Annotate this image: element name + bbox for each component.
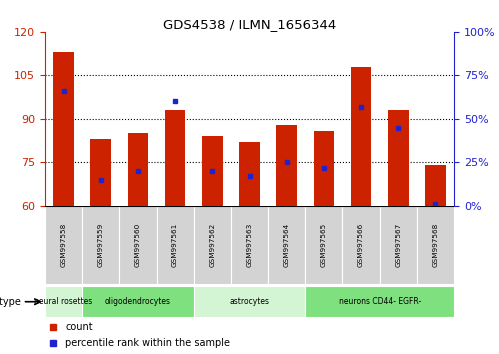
Bar — [276, 125, 297, 206]
Bar — [305, 206, 342, 284]
Text: percentile rank within the sample: percentile rank within the sample — [65, 338, 231, 348]
Bar — [268, 206, 305, 284]
Bar — [351, 67, 371, 206]
Text: GSM997559: GSM997559 — [98, 223, 104, 267]
Bar — [202, 136, 223, 206]
Text: neural rosettes: neural rosettes — [34, 297, 93, 306]
Bar — [90, 139, 111, 206]
Text: GSM997558: GSM997558 — [60, 223, 66, 267]
Bar — [417, 206, 454, 284]
Bar — [157, 206, 194, 284]
Text: GSM997568: GSM997568 — [433, 223, 439, 267]
Text: GSM997564: GSM997564 — [284, 223, 290, 267]
Text: GSM997560: GSM997560 — [135, 223, 141, 267]
Text: cell type: cell type — [0, 297, 21, 307]
Bar — [194, 206, 231, 284]
Text: astrocytes: astrocytes — [230, 297, 269, 306]
Bar — [45, 286, 82, 318]
Text: count: count — [65, 322, 93, 332]
Bar — [165, 110, 185, 206]
Text: GSM997567: GSM997567 — [395, 223, 401, 267]
Title: GDS4538 / ILMN_1656344: GDS4538 / ILMN_1656344 — [163, 18, 336, 31]
Bar — [231, 206, 268, 284]
Bar — [388, 110, 409, 206]
Bar — [314, 131, 334, 206]
Bar — [342, 206, 380, 284]
Bar — [240, 142, 259, 206]
Bar — [305, 286, 454, 318]
Text: GSM997565: GSM997565 — [321, 223, 327, 267]
Bar — [194, 286, 305, 318]
Text: oligodendrocytes: oligodendrocytes — [105, 297, 171, 306]
Bar — [425, 165, 446, 206]
Bar — [82, 206, 119, 284]
Bar — [128, 133, 148, 206]
Bar — [82, 286, 194, 318]
Text: GSM997562: GSM997562 — [209, 223, 215, 267]
Text: neurons CD44- EGFR-: neurons CD44- EGFR- — [338, 297, 421, 306]
Text: GSM997566: GSM997566 — [358, 223, 364, 267]
Bar — [45, 206, 82, 284]
Text: GSM997563: GSM997563 — [247, 223, 252, 267]
Bar — [53, 52, 74, 206]
Bar — [380, 206, 417, 284]
Bar — [119, 206, 157, 284]
Text: GSM997561: GSM997561 — [172, 223, 178, 267]
